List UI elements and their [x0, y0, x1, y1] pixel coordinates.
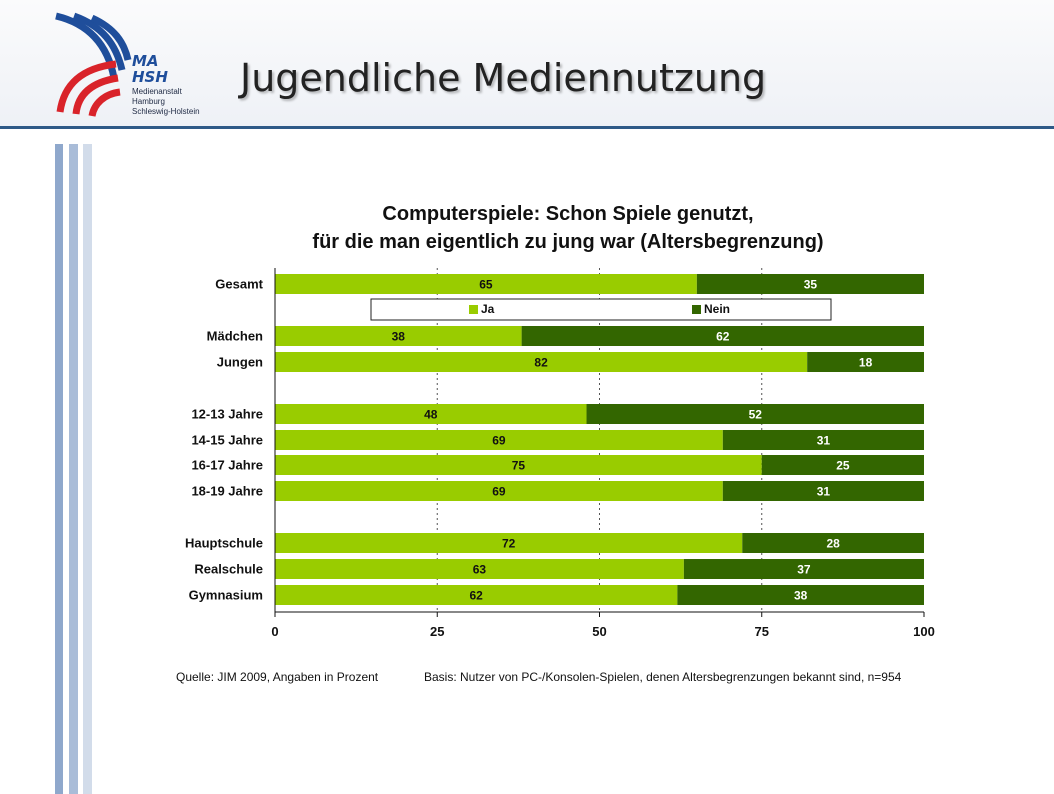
chart-legend: Ja Nein — [370, 298, 832, 321]
data-label: 69 — [492, 485, 506, 499]
data-label: 52 — [749, 408, 763, 422]
data-label: 31 — [817, 485, 831, 499]
category-label: Hauptschule — [185, 536, 263, 551]
data-label: 18 — [859, 356, 873, 370]
bar-segment-ja — [275, 352, 808, 372]
side-stripe — [55, 144, 63, 794]
data-label: 72 — [502, 537, 516, 551]
x-tick-label: 50 — [592, 624, 606, 639]
category-label: Gymnasium — [189, 588, 263, 603]
chart-basis-note: Basis: Nutzer von PC-/Konsolen-Spielen, … — [424, 670, 902, 684]
side-stripe — [69, 144, 78, 794]
legend-label-nein: Nein — [704, 302, 730, 316]
header-bar — [0, 0, 1054, 128]
mahsh-logo: MA HSH Medienanstalt Hamburg Schleswig-H… — [55, 12, 200, 117]
bar-segment-ja — [275, 404, 587, 424]
logo-text-line1: Medienanstalt — [132, 87, 183, 96]
bar-segment-ja — [275, 455, 762, 475]
x-tick-label: 0 — [271, 624, 278, 639]
category-label: 14-15 Jahre — [191, 433, 263, 448]
data-label: 37 — [797, 563, 811, 577]
bar-segment-nein — [722, 430, 924, 450]
data-label: 75 — [512, 459, 526, 473]
bar-segment-ja — [275, 430, 723, 450]
bar-segment-nein — [761, 455, 924, 475]
data-label: 82 — [534, 356, 548, 370]
data-label: 28 — [826, 537, 840, 551]
side-stripe — [83, 144, 92, 794]
logo-text-line3: Schleswig-Holstein — [132, 107, 200, 116]
bar-segment-ja — [275, 533, 743, 553]
chart-source-note: Quelle: JIM 2009, Angaben in Prozent — [176, 670, 379, 684]
bar-segment-nein — [722, 481, 924, 501]
data-label: 48 — [424, 408, 438, 422]
category-label: Gesamt — [215, 277, 263, 292]
legend-swatch-nein — [692, 305, 701, 314]
data-label: 31 — [817, 434, 831, 448]
logo-text-line2: Hamburg — [132, 97, 165, 106]
bar-segment-nein — [586, 404, 924, 424]
category-label: 18-19 Jahre — [191, 484, 263, 499]
page-title: Jugendliche Mediennutzung — [240, 56, 767, 100]
x-tick-label: 75 — [755, 624, 769, 639]
bar-segment-nein — [742, 533, 924, 553]
bar-segment-nein — [683, 559, 924, 579]
data-label: 69 — [492, 434, 506, 448]
bar-segment-nein — [807, 352, 924, 372]
data-label: 62 — [716, 330, 730, 344]
category-label: 16-17 Jahre — [191, 458, 263, 473]
bar-segment-ja — [275, 326, 522, 346]
data-label: 63 — [473, 563, 487, 577]
bar-segment-ja — [275, 559, 684, 579]
data-label: 35 — [804, 278, 818, 292]
data-label: 25 — [836, 459, 850, 473]
logo-mark-line2: HSH — [132, 68, 168, 86]
chart-title-line1: Computerspiele: Schon Spiele genutzt, — [382, 203, 753, 225]
legend-label-ja: Ja — [481, 302, 495, 316]
chart-title-line2: für die man eigentlich zu jung war (Alte… — [312, 231, 823, 253]
bar-segment-ja — [275, 585, 678, 605]
data-label: 38 — [392, 330, 406, 344]
bar-segment-nein — [677, 585, 924, 605]
category-label: Mädchen — [207, 329, 263, 344]
bar-segment-nein — [696, 274, 924, 294]
category-label: Jungen — [217, 355, 263, 370]
data-label: 62 — [470, 589, 484, 603]
bar-segment-ja — [275, 274, 697, 294]
category-label: Realschule — [194, 562, 263, 577]
x-tick-label: 100 — [913, 624, 935, 639]
legend-swatch-ja — [469, 305, 478, 314]
bar-segment-ja — [275, 481, 723, 501]
data-label: 38 — [794, 589, 808, 603]
x-tick-label: 25 — [430, 624, 444, 639]
category-label: 12-13 Jahre — [191, 407, 263, 422]
bar-segment-nein — [521, 326, 924, 346]
data-label: 65 — [479, 278, 493, 292]
header-divider — [0, 126, 1054, 129]
logo-mark-line1: MA — [132, 52, 159, 70]
